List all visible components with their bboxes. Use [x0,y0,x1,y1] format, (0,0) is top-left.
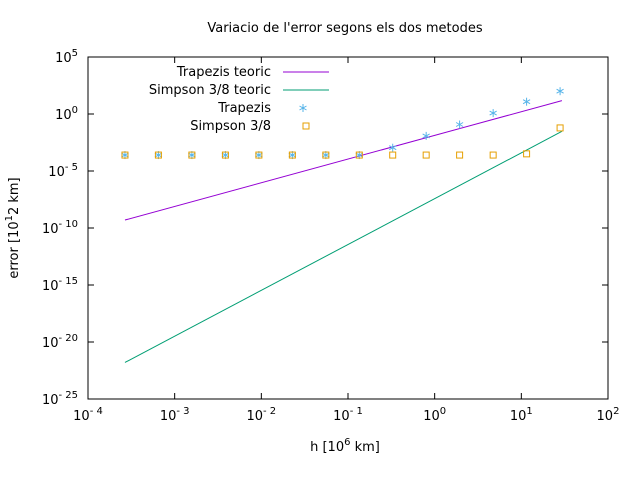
data-point-trapezis [522,97,531,106]
data-point-simpson-3-8 [489,151,497,159]
data-point-simpson-3-8 [556,124,564,132]
x-ticks: 10- 4 10- 3 10- 2 10- 1 100 101 102 [73,57,619,424]
x-axis-label: h [106 km] [310,437,380,455]
x-tick-label: 10- 2 [246,406,276,424]
y-tick-label: 100 [55,105,78,123]
data-point-trapezis [489,109,497,118]
series-line-trapezis-teoric [124,100,563,221]
y-tick-label: 10- 5 [48,162,78,180]
legend-label-simpson: Simpson 3/8 [190,119,271,134]
y-tick-label: 10- 25 [42,390,78,408]
legend-label-trapezis: Trapezis [217,101,271,116]
data-point-simpson-3-8 [188,151,196,159]
data-point-trapezis [388,143,397,152]
data-point-simpson-3-8 [154,151,162,159]
data-point-simpson-3-8 [255,151,263,159]
data-point-trapezis [455,120,464,129]
data-point-simpson-3-8 [523,150,531,158]
data-point-trapezis [422,131,430,140]
x-tick-label: 10- 3 [160,406,190,424]
x-tick-label: 10- 4 [73,406,103,424]
plot-frame [87,56,609,400]
legend: Trapezis teoric Simpson 3/8 teoric Trape… [149,65,329,134]
legend-marker-simpson [302,122,310,130]
y-tick-label: 105 [55,48,78,66]
legend-label-simpson-teoric: Simpson 3/8 teoric [149,83,271,98]
y-ticks: 105 100 10- 5 10- 10 10- 15 10- 20 10- 25 [42,48,608,408]
y-tick-label: 10- 20 [42,333,78,351]
legend-entry-simpson: Simpson 3/8 [190,119,310,134]
x-tick-label: 100 [423,406,446,424]
data-point-simpson-3-8 [121,151,129,159]
legend-entry-trapezis: Trapezis [217,101,307,116]
legend-entry-simpson-teoric: Simpson 3/8 teoric [149,83,329,98]
series-layer [121,87,564,363]
data-point-simpson-3-8 [422,151,430,159]
data-point-simpson-3-8 [221,151,229,159]
data-point-simpson-3-8 [288,151,296,159]
y-tick-label: 10- 10 [42,219,78,237]
x-tick-label: 102 [597,406,620,424]
data-point-simpson-3-8 [389,151,397,159]
chart-title: Variacio de l'error segons els dos metod… [207,21,482,36]
legend-entry-trapezis-teoric: Trapezis teoric [176,65,329,80]
data-point-trapezis [556,87,564,96]
data-point-simpson-3-8 [322,151,330,159]
x-tick-label: 10- 1 [333,406,363,424]
series-line-simpson-3-8-teoric [124,130,563,363]
legend-marker-trapezis [299,104,307,112]
data-point-simpson-3-8 [355,151,363,159]
data-point-simpson-3-8 [456,151,464,159]
legend-label-trapezis-teoric: Trapezis teoric [176,65,271,80]
y-axis-label: error [1012 km] [4,177,22,278]
x-tick-label: 101 [510,406,533,424]
y-tick-label: 10- 15 [42,276,78,294]
